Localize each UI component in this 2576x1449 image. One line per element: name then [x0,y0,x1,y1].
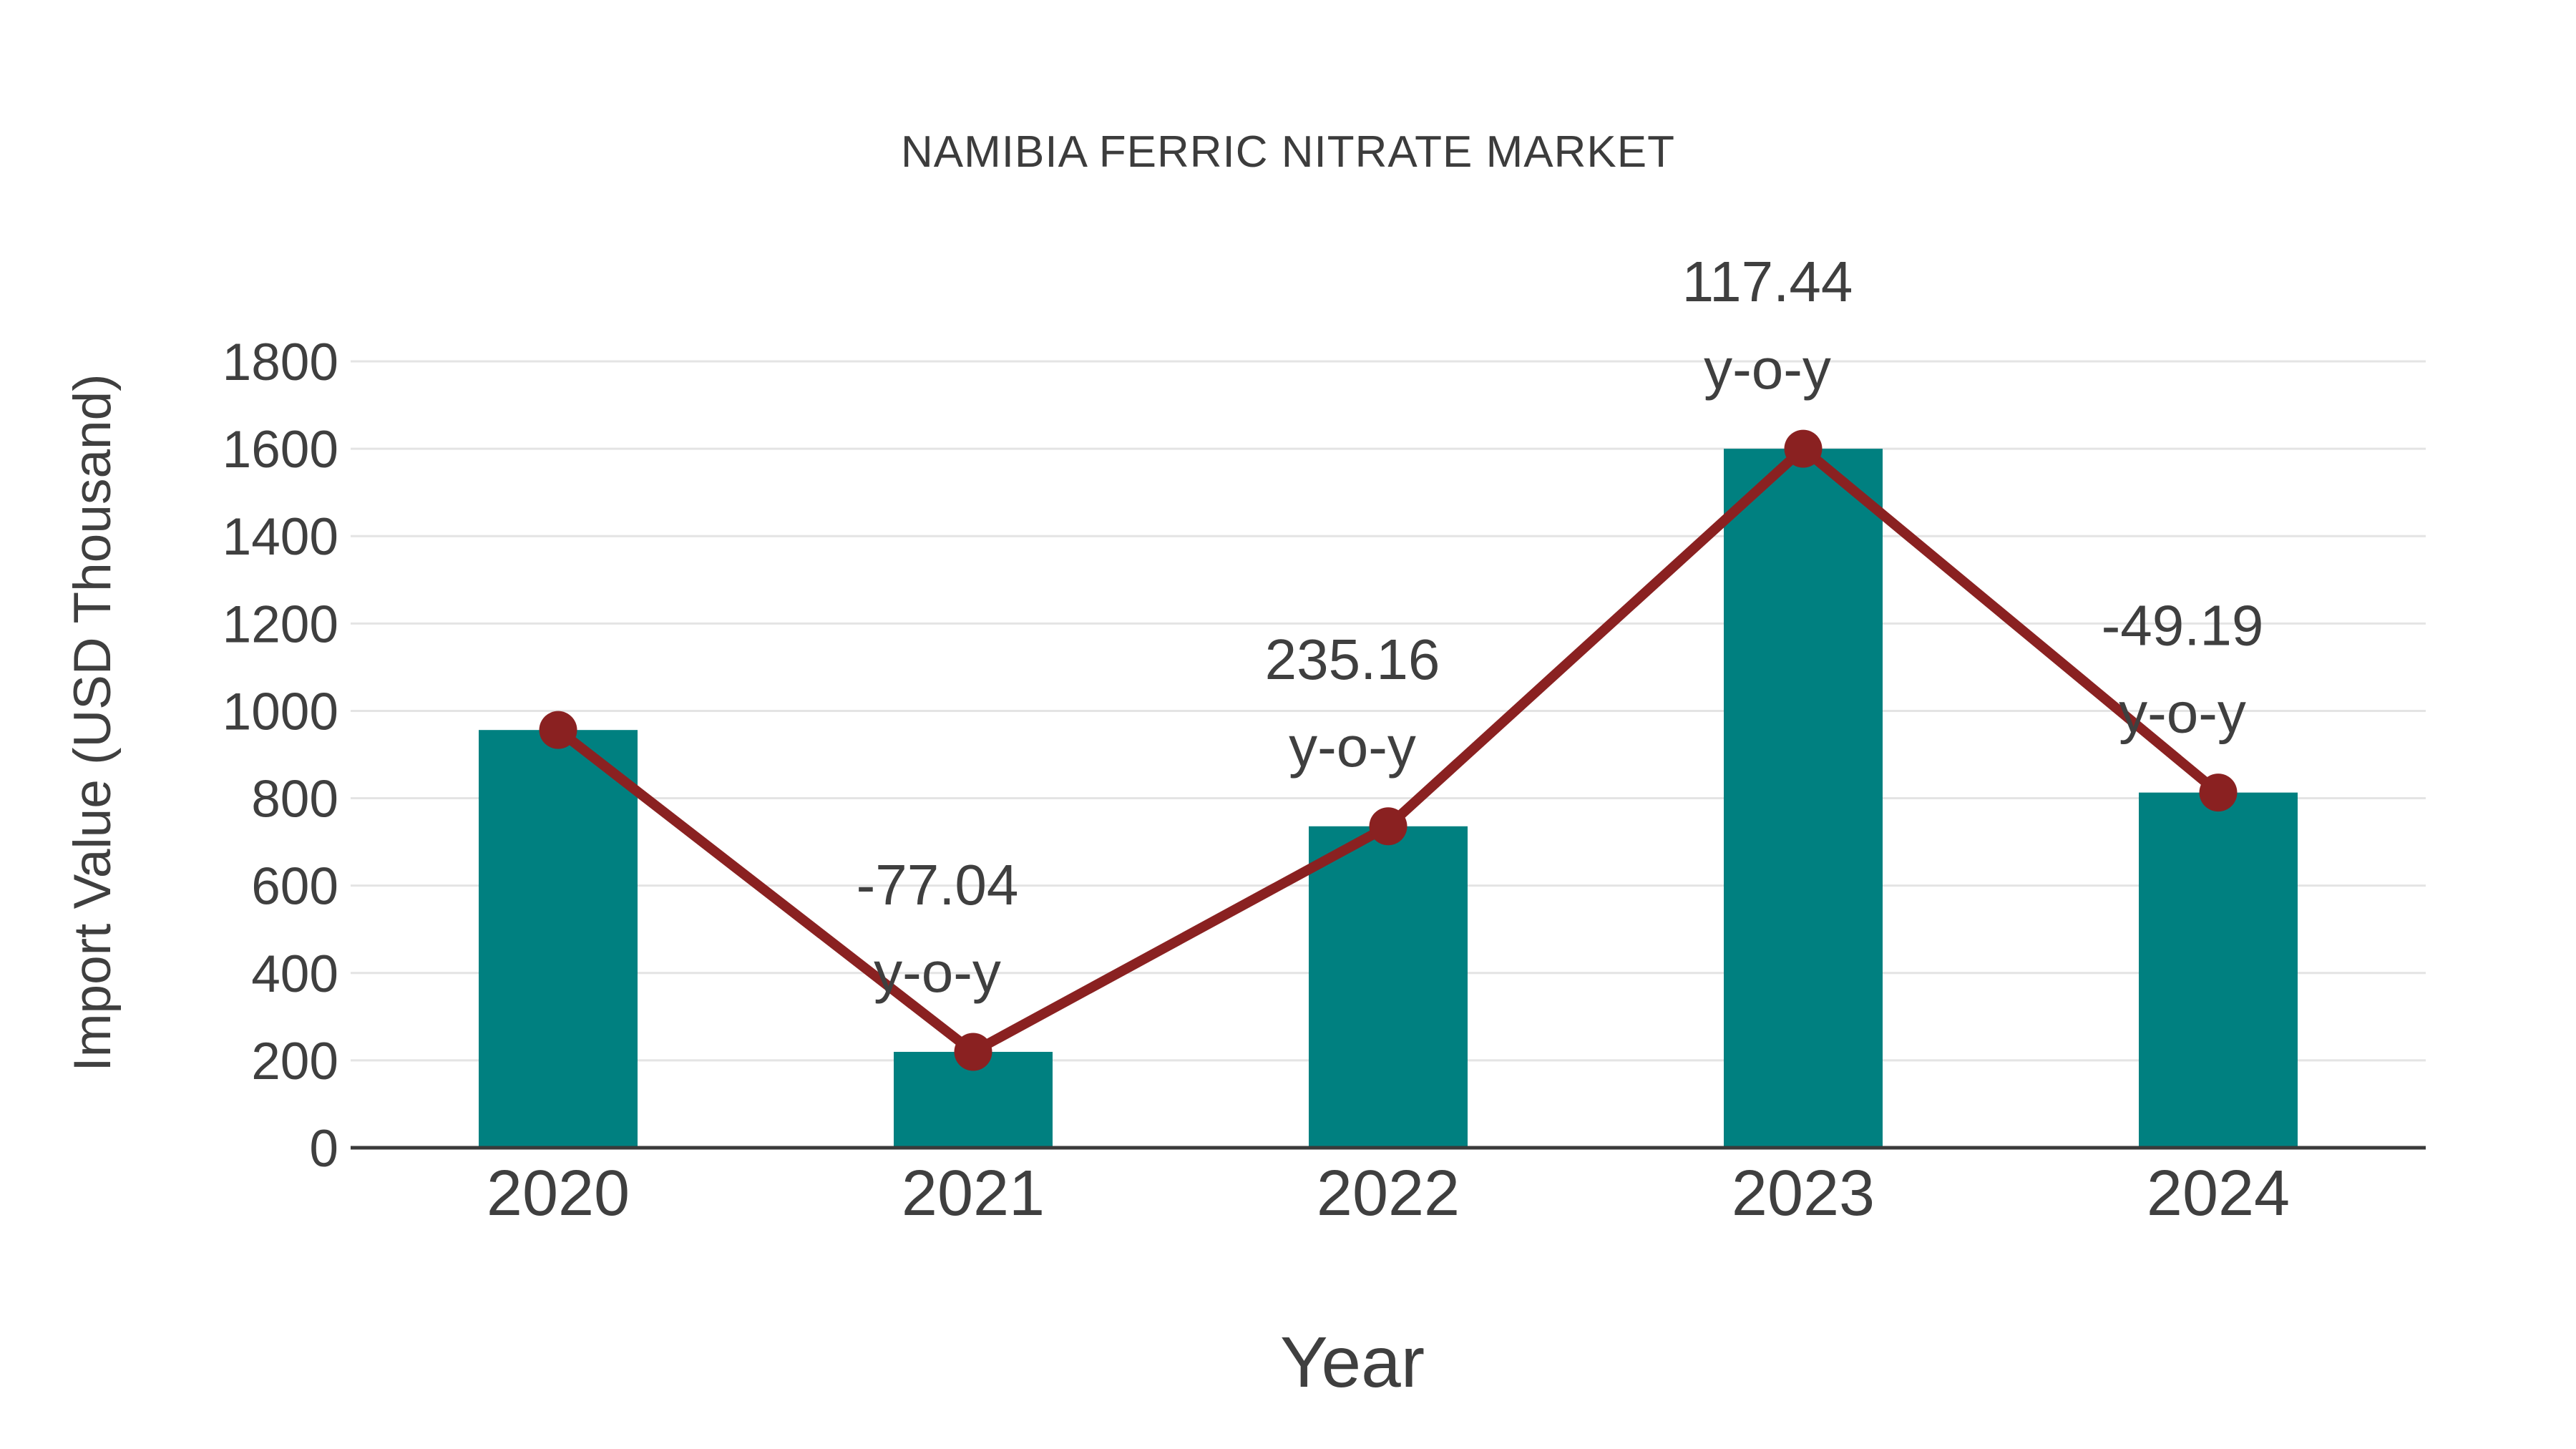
chart-title: NAMIBIA FERRIC NITRATE MARKET [901,127,1675,177]
y-tick-600: 600 [251,858,338,916]
annotation-2023-value: 117.44 [1682,250,1853,313]
y-tick-1200: 1200 [223,595,338,653]
trend-marker-2024 [2199,774,2238,812]
annotation-2022-suffix: y-o-y [1289,715,1416,779]
y-tick-200: 200 [251,1033,338,1091]
x-tick-2021: 2021 [902,1158,1045,1229]
annotation-2022-value: 235.16 [1265,628,1440,691]
x-tick-2020: 2020 [487,1158,630,1229]
y-tick-1000: 1000 [223,683,338,741]
bar-2020 [479,730,638,1148]
y-tick-800: 800 [251,771,338,829]
trend-marker-2022 [1369,807,1407,846]
y-tick-1400: 1400 [223,508,338,566]
y-tick-1800: 1800 [223,333,338,391]
x-axis-title: Year [1279,1322,1425,1402]
annotation-2024-suffix: y-o-y [2119,681,2246,745]
x-tick-2023: 2023 [1732,1158,1875,1229]
bar-2022 [1309,826,1468,1148]
trend-marker-2021 [954,1033,992,1071]
annotation-2021-suffix: y-o-y [874,940,1001,1004]
bar-2024 [2139,792,2298,1148]
annotation-2024-value: -49.19 [2102,594,2264,658]
x-tick-2024: 2024 [2147,1158,2290,1229]
y-tick-1600: 1600 [223,421,338,479]
annotation-2023-suffix: y-o-y [1704,337,1831,401]
bar-2023 [1724,449,1883,1148]
annotation-2021-value: -77.04 [857,853,1019,917]
y-tick-400: 400 [251,945,338,1003]
trend-marker-2023 [1784,429,1823,468]
y-tick-0: 0 [309,1120,338,1178]
trend-marker-2020 [539,711,577,749]
x-tick-2022: 2022 [1317,1158,1460,1229]
